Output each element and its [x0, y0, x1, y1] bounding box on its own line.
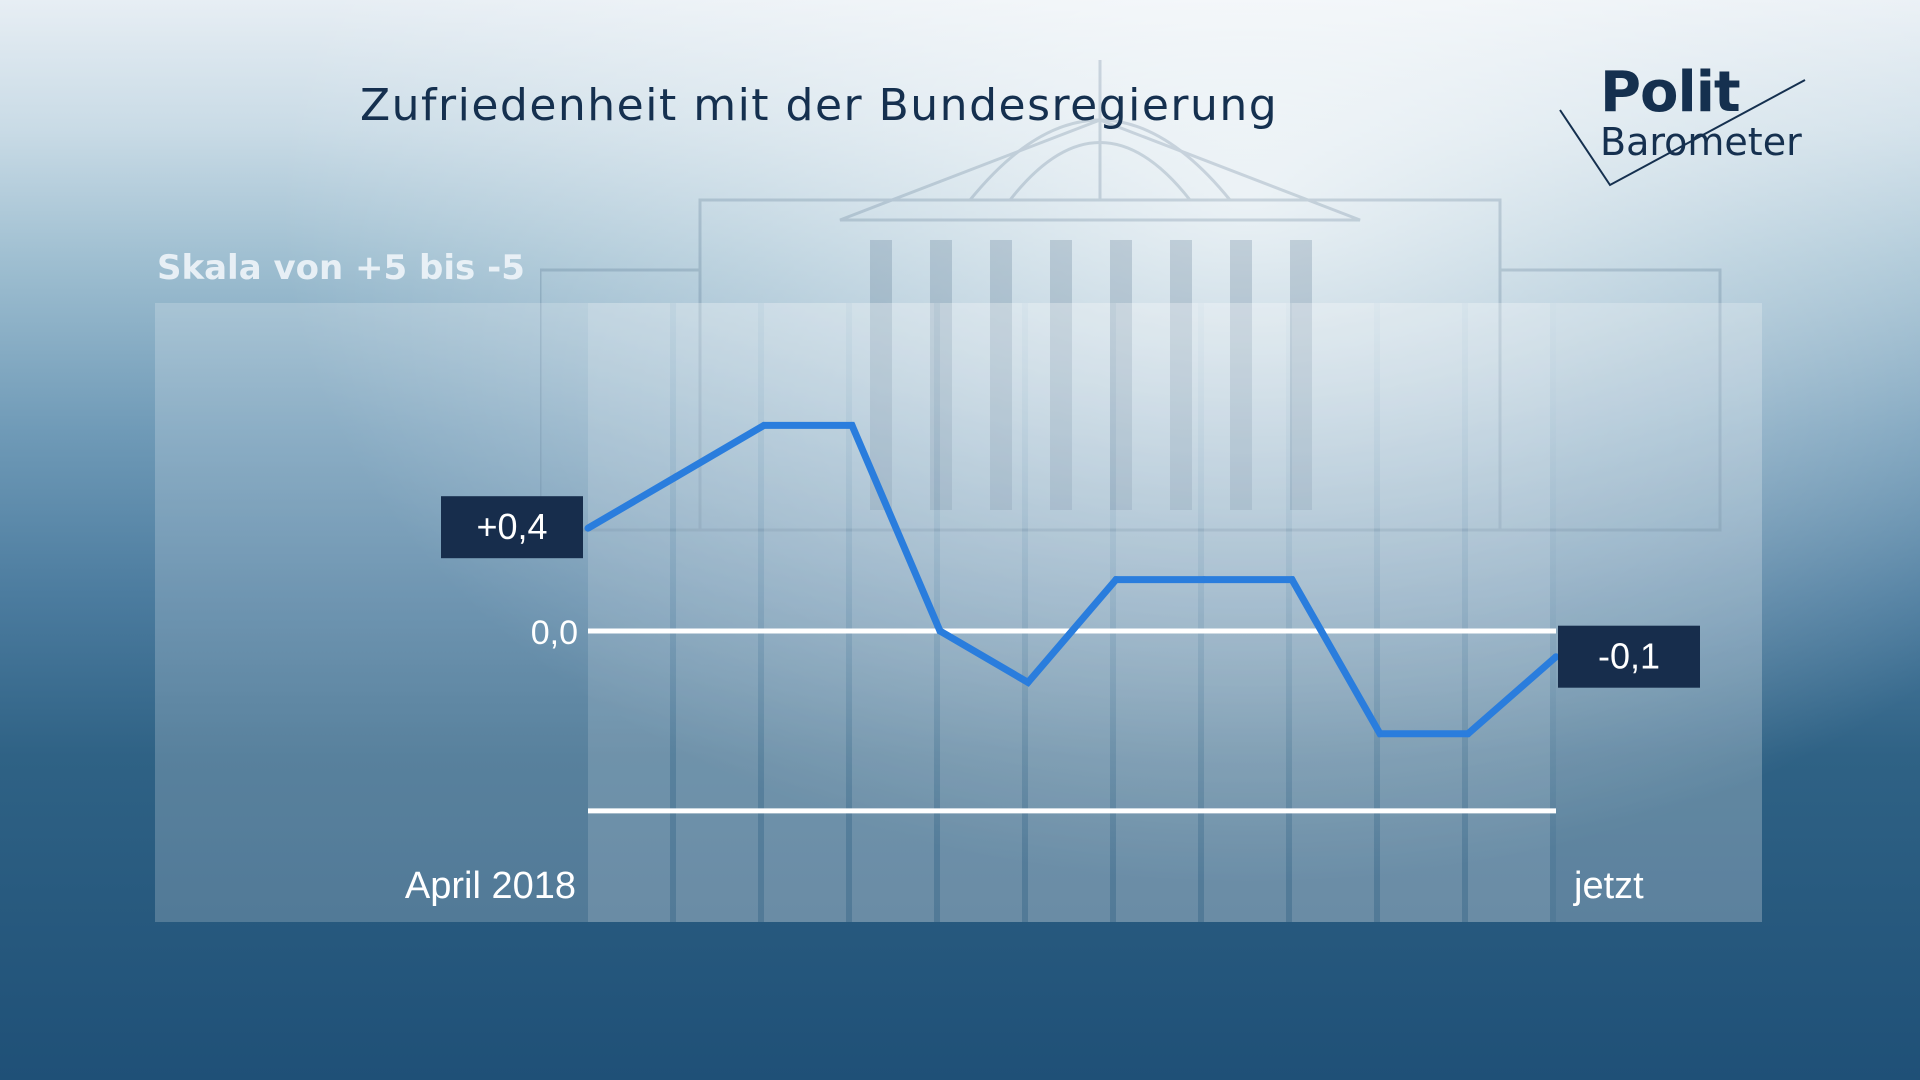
month-stripe — [1204, 303, 1286, 922]
data-point — [1464, 730, 1472, 738]
data-point — [760, 421, 768, 429]
data-point — [672, 473, 680, 481]
end-value-box — [1558, 625, 1700, 688]
y-axis-scale-label: Skala von +5 bis -5 — [157, 248, 525, 288]
politbarometer-logo: Polit Barometer — [1555, 60, 1815, 190]
month-stripe — [1380, 303, 1462, 922]
month-stripe — [1292, 303, 1374, 922]
data-point — [1112, 576, 1120, 584]
data-point — [1376, 730, 1384, 738]
x-end-label: jetzt — [1573, 865, 1644, 907]
month-stripe — [852, 303, 934, 922]
month-stripe — [940, 303, 1022, 922]
zero-tick-label: 0,0 — [531, 614, 578, 652]
data-point — [848, 421, 856, 429]
chart-title: Zufriedenheit mit der Bundesregierung — [360, 80, 1279, 131]
data-series-line — [586, 421, 1559, 738]
month-stripe — [1116, 303, 1198, 922]
month-stripe — [1468, 303, 1550, 922]
data-point — [1552, 653, 1560, 661]
end-value-label: -0,1 — [1598, 636, 1660, 677]
data-point — [1200, 576, 1208, 584]
current-region — [1556, 303, 1762, 922]
checkmark-icon — [1559, 79, 1806, 187]
start-value-label: +0,4 — [476, 506, 547, 547]
logo-text-polit: Polit — [1600, 60, 1741, 125]
logo-text-barometer: Barometer — [1600, 120, 1802, 164]
x-start-label: April 2018 — [405, 865, 576, 907]
data-point — [936, 627, 944, 635]
month-stripe — [588, 303, 670, 922]
start-value-box — [441, 496, 583, 559]
month-stripe — [764, 303, 846, 922]
data-point — [584, 524, 592, 532]
data-point — [1288, 576, 1296, 584]
month-stripe — [676, 303, 758, 922]
month-stripe — [1028, 303, 1110, 922]
chart-panel — [155, 303, 1762, 922]
data-point — [1024, 678, 1032, 686]
